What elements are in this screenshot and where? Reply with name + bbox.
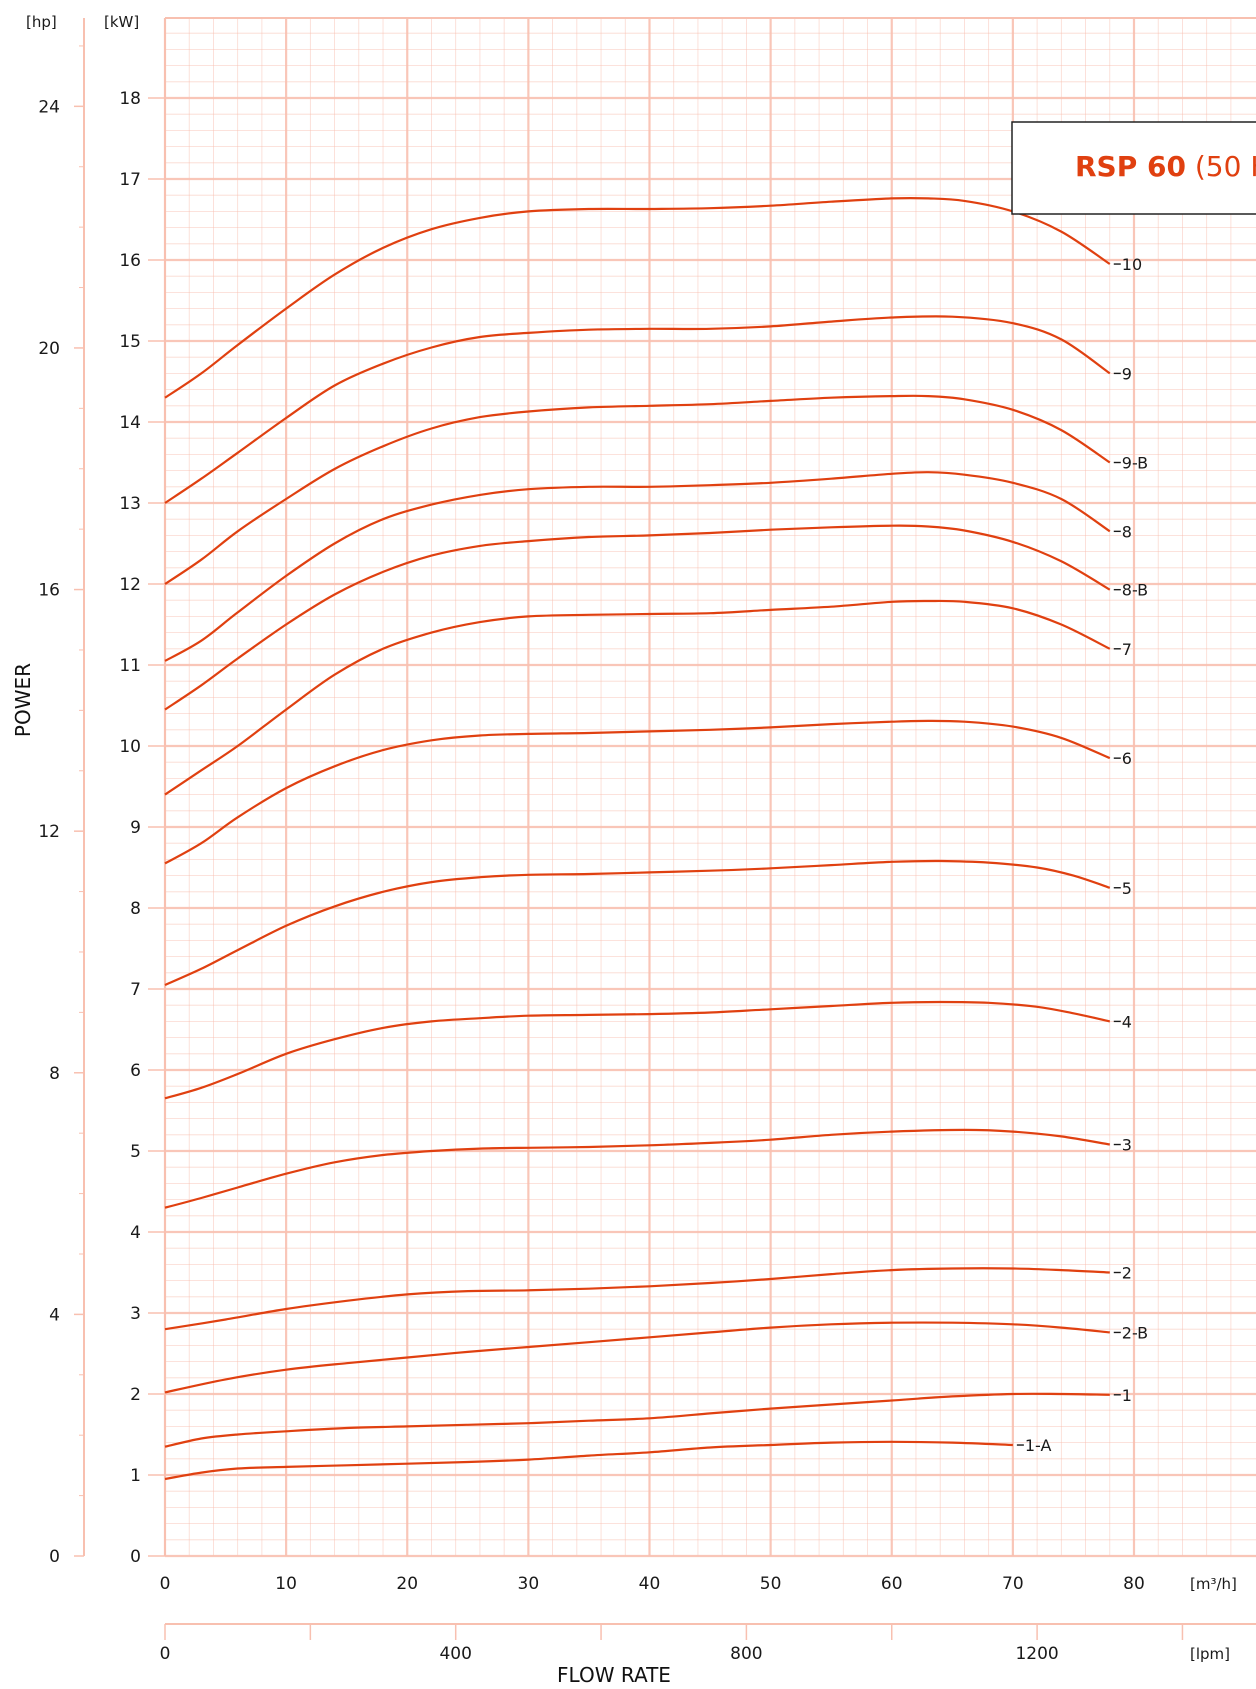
kw-tick-label: 10 bbox=[119, 737, 141, 757]
curve-label-3: 3 bbox=[1122, 1136, 1132, 1155]
curve-labels: 10 9 9-B 8 8-B 7 6 5 4 3 2 2-B 1 1-A bbox=[1016, 255, 1148, 1455]
series-group bbox=[164, 196, 1111, 1481]
curve-6 bbox=[164, 719, 1111, 865]
x-tick-label: 30 bbox=[518, 1574, 540, 1594]
curve-5 bbox=[164, 859, 1111, 987]
curve-10 bbox=[164, 196, 1111, 399]
curve-label-1-A: 1-A bbox=[1025, 1436, 1052, 1455]
lpm-tick-label: 800 bbox=[730, 1644, 762, 1664]
kw-tick-label: 0 bbox=[130, 1547, 141, 1567]
curve-label-2: 2 bbox=[1122, 1264, 1132, 1283]
hp-tick-label: 24 bbox=[38, 97, 60, 117]
x-tick-label: 0 bbox=[160, 1574, 171, 1594]
y-axis-title: POWER bbox=[11, 663, 35, 737]
curve-label-9: 9 bbox=[1122, 364, 1132, 383]
curve-label-6: 6 bbox=[1122, 749, 1132, 768]
chart-title-bold: RSP 60 bbox=[1075, 150, 1186, 183]
title-box: RSP 60 (50 Hz) bbox=[1011, 121, 1256, 215]
kw-tick-label: 13 bbox=[119, 494, 141, 514]
y-unit-kw: [kW] bbox=[104, 13, 139, 31]
x-tick-label: 80 bbox=[1123, 1574, 1145, 1594]
curve-9-B bbox=[164, 394, 1111, 585]
curve-2-B bbox=[164, 1321, 1110, 1394]
curve-8 bbox=[164, 471, 1111, 662]
curve-label-5: 5 bbox=[1122, 879, 1132, 898]
y-unit-hp: [hp] bbox=[26, 13, 57, 31]
kw-tick-label: 15 bbox=[119, 332, 141, 352]
kw-tick-label: 12 bbox=[119, 575, 141, 595]
curve-8-B bbox=[164, 524, 1111, 711]
grid bbox=[163, 18, 1256, 1558]
kw-tick-label: 18 bbox=[119, 89, 141, 109]
x-axis-title: FLOW RATE bbox=[557, 1663, 671, 1687]
kw-tick-label: 5 bbox=[130, 1142, 141, 1162]
kw-tick-label: 6 bbox=[130, 1061, 141, 1081]
kw-tick-label: 9 bbox=[130, 818, 141, 838]
curve-7 bbox=[164, 599, 1111, 796]
lpm-tick-label: 1200 bbox=[1015, 1644, 1058, 1664]
hp-tick-label: 20 bbox=[38, 339, 60, 359]
x-tick-label: 10 bbox=[275, 1574, 297, 1594]
kw-tick-label: 8 bbox=[130, 899, 141, 919]
axes: 0123456789101112131415161718048121620240… bbox=[38, 17, 1256, 1664]
x-tick-label: 70 bbox=[1002, 1574, 1024, 1594]
hp-tick-label: 0 bbox=[49, 1547, 60, 1567]
kw-tick-label: 17 bbox=[119, 170, 141, 190]
x2-unit-lpm: [lpm] bbox=[1190, 1645, 1230, 1663]
hp-tick-label: 16 bbox=[38, 581, 60, 601]
lpm-tick-label: 400 bbox=[439, 1644, 471, 1664]
x-tick-label: 40 bbox=[639, 1574, 661, 1594]
curve-2 bbox=[164, 1267, 1110, 1331]
curve-1-A bbox=[164, 1440, 1013, 1481]
curve-1 bbox=[164, 1392, 1110, 1448]
hp-tick-label: 8 bbox=[49, 1064, 60, 1084]
kw-tick-label: 16 bbox=[119, 251, 141, 271]
kw-tick-label: 14 bbox=[119, 413, 141, 433]
curve-3 bbox=[164, 1128, 1110, 1209]
hp-tick-label: 12 bbox=[38, 822, 60, 842]
curve-label-7: 7 bbox=[1122, 640, 1132, 659]
kw-tick-label: 1 bbox=[130, 1466, 141, 1486]
curve-9 bbox=[164, 315, 1111, 504]
curve-label-8: 8 bbox=[1122, 522, 1132, 541]
curve-label-1: 1 bbox=[1122, 1386, 1132, 1405]
curve-label-2-B: 2-B bbox=[1122, 1323, 1148, 1342]
x-tick-label: 50 bbox=[760, 1574, 782, 1594]
kw-tick-label: 4 bbox=[130, 1223, 141, 1243]
kw-tick-label: 7 bbox=[130, 980, 141, 1000]
curve-label-10: 10 bbox=[1122, 255, 1142, 274]
chart-title-rest: (50 Hz) bbox=[1186, 150, 1256, 183]
x-unit-m3h: [m³/h] bbox=[1190, 1575, 1237, 1593]
x-tick-label: 20 bbox=[396, 1574, 418, 1594]
kw-tick-label: 2 bbox=[130, 1385, 141, 1405]
lpm-tick-label: 0 bbox=[160, 1644, 171, 1664]
curve-label-8-B: 8-B bbox=[1122, 581, 1148, 600]
x-tick-label: 60 bbox=[881, 1574, 903, 1594]
kw-tick-label: 3 bbox=[130, 1304, 141, 1324]
curve-4 bbox=[164, 1000, 1111, 1100]
kw-tick-label: 11 bbox=[119, 656, 141, 676]
hp-tick-label: 4 bbox=[49, 1305, 60, 1325]
curve-label-4: 4 bbox=[1122, 1012, 1132, 1031]
curve-label-9-B: 9-B bbox=[1122, 454, 1148, 473]
chart-title: RSP 60 (50 Hz) bbox=[1075, 150, 1256, 183]
